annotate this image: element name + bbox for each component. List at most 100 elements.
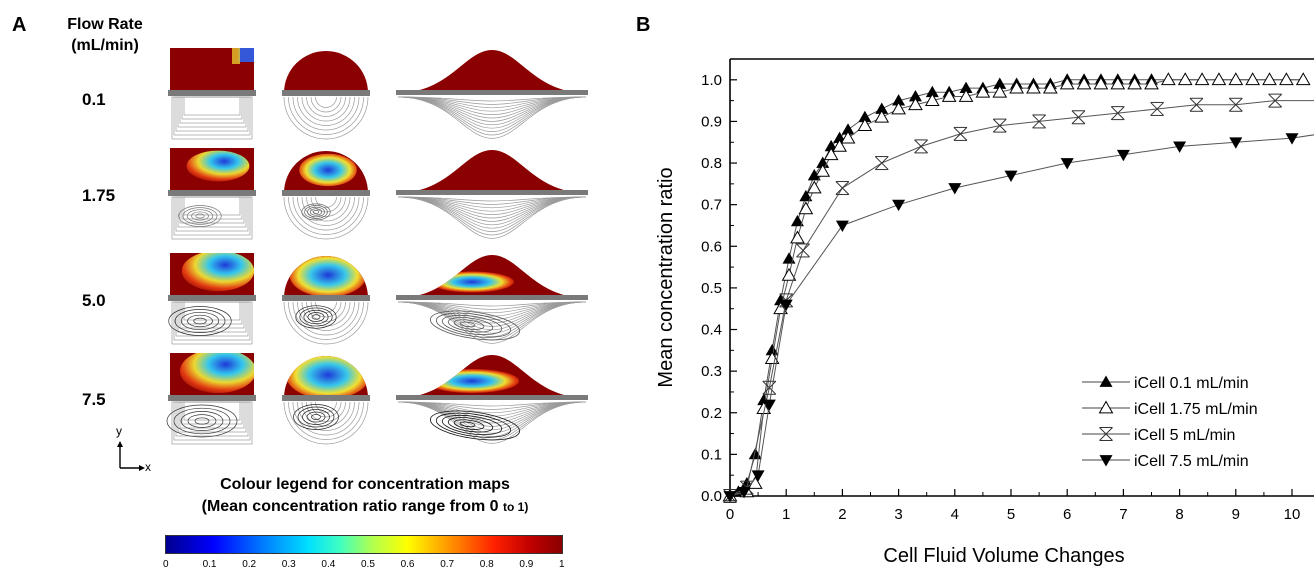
data-point (796, 243, 810, 258)
y-tick-label: 0.1 (701, 446, 722, 463)
y-tick-label: 0.9 (701, 113, 722, 130)
data-point (1160, 72, 1176, 86)
data-point (751, 470, 765, 482)
data-point (832, 138, 847, 152)
x-tick-label: 6 (1063, 506, 1071, 523)
flow-rate-header-line1: Flow Rate (67, 16, 143, 33)
data-point (1173, 141, 1187, 153)
legend-label: iCell 1.75 mL/min (1134, 401, 1258, 418)
y-axis-title: Mean concentration ratio (655, 167, 677, 387)
y-tick-label: 0.2 (701, 405, 722, 422)
map-rect-4 (170, 353, 254, 398)
legend-marker (1099, 455, 1113, 467)
series-4 (723, 133, 1314, 503)
legend-label: iCell 7.5 mL/min (1134, 453, 1249, 470)
colour-bar-tick: 0.3 (281, 559, 296, 570)
panel-b-letter: B (636, 14, 651, 36)
data-point (925, 85, 939, 98)
data-point (874, 109, 890, 123)
x-tick-label: 9 (1232, 506, 1240, 523)
data-point (1093, 76, 1109, 90)
axis-indicator-y-label: y (116, 424, 122, 438)
y-tick-label: 0.5 (701, 280, 722, 297)
map-gauss-4 (397, 355, 587, 398)
data-point (765, 343, 779, 356)
data-point (1228, 97, 1243, 112)
legend-item: iCell 0.1 mL/min (1082, 375, 1249, 392)
colour-bar-ticks: 0 0.1 0.2 0.3 0.4 0.5 0.6 0.7 0.8 0.9 1 (163, 559, 565, 573)
legend-item: iCell 5 mL/min (1082, 427, 1235, 444)
data-point (1110, 106, 1125, 121)
data-point (914, 139, 928, 154)
legend: iCell 0.1 mL/min iCell 1.75 mL/min iCell 5… (1082, 375, 1258, 470)
rate-label-4: 7.5 (82, 390, 106, 409)
x-tick-label: 3 (894, 506, 902, 523)
y-tick-label: 1.0 (701, 72, 722, 89)
concentration-maps (166, 48, 588, 445)
y-tick-label: 0.8 (701, 155, 722, 172)
colour-legend-line2: (Mean concentration ratio range from 0 t… (155, 496, 575, 518)
colour-bar-tick: 0.6 (400, 559, 415, 570)
data-point (1144, 76, 1159, 90)
data-point (1285, 133, 1299, 145)
x-tick-label: 4 (951, 506, 959, 523)
data-point (1150, 101, 1164, 116)
data-point (823, 147, 839, 161)
data-point (835, 220, 849, 232)
map-rect-1 (170, 48, 254, 93)
legend-label: iCell 0.1 mL/min (1134, 375, 1249, 392)
colour-bar-tick: 1 (559, 559, 565, 570)
data-point (948, 183, 962, 195)
colour-bar-tick: 0.5 (361, 559, 375, 570)
map-semi-2 (284, 151, 368, 193)
legend-marker (1099, 427, 1113, 441)
map-row-2 (168, 148, 588, 240)
data-point (1060, 158, 1074, 170)
data-point (1262, 72, 1277, 86)
data-point (841, 123, 855, 135)
data-point (1295, 72, 1311, 86)
x-tick-label: 2 (838, 506, 846, 523)
data-point (781, 267, 797, 281)
data-point (1042, 80, 1058, 94)
y-tick-label: 0.4 (701, 322, 722, 339)
colour-bar-tick: 0.9 (519, 559, 534, 570)
data-point (874, 156, 889, 171)
map-row-1 (168, 48, 588, 140)
data-point (1229, 137, 1243, 149)
legend-item: iCell 1.75 mL/min (1082, 400, 1258, 418)
series-line (729, 100, 1314, 497)
data-point (975, 84, 991, 98)
rate-label-3: 5.0 (82, 291, 106, 310)
data-point (1194, 72, 1210, 86)
y-tick-label: 0.3 (701, 363, 722, 380)
data-point (1004, 170, 1018, 183)
data-point (815, 163, 831, 177)
data-point (993, 77, 1007, 89)
x-tick-label: 10 (1284, 506, 1301, 523)
data-point (762, 399, 776, 411)
concentration-chart: 0.0 0.1 0.2 0.3 0.4 0.5 0.6 0.7 0.8 0.9 1.0 0 1 2 3 4 5 6… (655, 58, 1314, 567)
map-rect-2 (170, 148, 254, 193)
data-point (1059, 76, 1075, 90)
data-point (723, 491, 737, 503)
data-point (1177, 72, 1193, 86)
map-semi-4 (284, 356, 368, 398)
data-point (875, 102, 889, 114)
y-tick-label: 0.0 (701, 488, 722, 505)
colour-bar-tick: 0.7 (440, 559, 455, 570)
colour-bar (165, 535, 563, 554)
map-semi-1 (284, 51, 368, 93)
x-tick-label: 5 (1007, 506, 1015, 523)
x-tick-label: 1 (782, 506, 790, 523)
data-point (1279, 72, 1294, 86)
x-tick-label: 0 (726, 506, 734, 523)
panel-a-letter: A (12, 14, 27, 36)
legend-label: iCell 5 mL/min (1134, 427, 1235, 444)
legend-marker (1099, 375, 1113, 387)
data-point (779, 299, 793, 312)
series-2 (722, 72, 1311, 502)
map-row-4 (166, 353, 588, 445)
data-point (790, 214, 804, 227)
map-semi-3 (284, 256, 368, 298)
